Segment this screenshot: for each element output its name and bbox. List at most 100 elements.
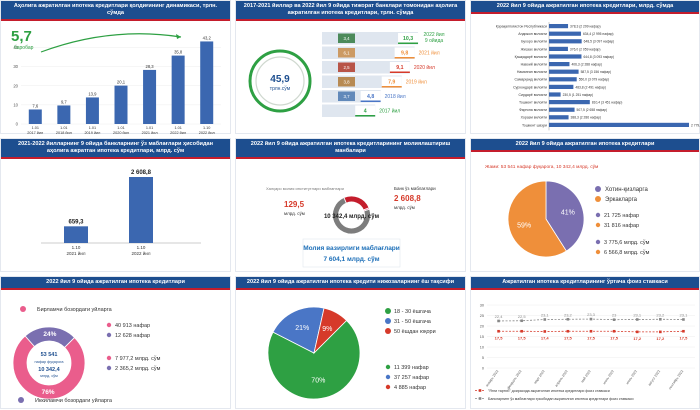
legend-label: Хотин-қизларга — [605, 187, 648, 193]
chart-age-split: 70% 21% 9% 18 - 30 ёшгача 31 - 50 ёшгача 50 ё… — [267, 306, 436, 400]
series-marker — [612, 318, 616, 321]
secondary-marker — [18, 397, 24, 403]
panel-title: 2022 йил 9 ойида ажратилган ипотека кред… — [236, 139, 465, 157]
bar-value-label: 43,2 — [203, 35, 212, 40]
bar-value-label: 2 608,8 — [131, 170, 152, 176]
data-label: 22,5 — [518, 314, 527, 319]
market-slice — [24, 326, 76, 349]
legend-marker — [478, 389, 482, 392]
panel-title: 2022 йил 9 ойида ажратилган ипотека кред… — [471, 139, 699, 150]
series-marker — [566, 317, 570, 321]
bar-value-label: 13,9 — [88, 91, 97, 96]
data-label: 17,5 — [680, 335, 689, 340]
bar-value-label: 376,0 (2 059 нафар) — [570, 47, 601, 51]
bar — [549, 54, 582, 59]
region-label: Қашқадарё вилояти — [515, 55, 547, 59]
step-value: 9,8 — [401, 51, 408, 57]
value-underline — [360, 100, 381, 102]
y-tick-label: 20 — [13, 83, 18, 88]
region-label: Наманган вилояти — [517, 70, 547, 74]
inner-box — [338, 62, 355, 72]
y-tick-label: 30 — [480, 304, 484, 308]
bar — [549, 39, 582, 44]
x-tick-label: 1.10 — [203, 126, 210, 130]
legend-marker — [385, 318, 391, 324]
bar-value-label: 587,5 (3 156 нафар) — [581, 70, 612, 74]
legend-label: 50 ёшдан юқори — [394, 329, 436, 335]
series-marker — [612, 329, 616, 333]
year-label: 2018 йил — [385, 93, 406, 100]
y-tick-label: 15 — [480, 335, 484, 339]
y-tick-label: 10 — [480, 346, 484, 350]
stat-marker — [106, 322, 112, 328]
x-tick-label: 2022 йил — [170, 131, 186, 135]
x-tick-label: 2022 йил — [132, 250, 151, 256]
panel-interest-rates: Ажратилган ипотека кредитларининг ўртача… — [470, 276, 700, 409]
series-marker — [497, 329, 500, 333]
data-label: 17,5 — [564, 335, 573, 340]
bar-value-label: 28,3 — [145, 64, 154, 69]
panel-regional-credits: 2022 йил 9 ойида ажратилган ипотека кред… — [470, 0, 700, 134]
funding-slice — [343, 195, 370, 211]
inner-box — [338, 91, 355, 101]
region-label: Қорақалпоғистон Республикаси — [496, 25, 547, 29]
age-slice — [313, 307, 348, 355]
data-label: 17,2 — [633, 336, 642, 341]
value-box — [355, 105, 376, 116]
secondary-market-label: Иккиламчи бозордаги уйларга — [35, 397, 113, 404]
slice-label: 59% — [517, 222, 531, 229]
chart-interest-rates: 0 5 10 15 20 25 30 17,5 17,5 17,4 17,5 17,5 17,5 17,2… — [475, 304, 695, 401]
x-tick-label: январь 2022 — [485, 369, 500, 387]
stat-marker — [385, 384, 391, 390]
stat-marker — [595, 239, 601, 245]
bar-value-label: 406,3 (2 288 нафар) — [571, 63, 602, 67]
legend-marker — [385, 308, 391, 314]
y-tick-label: 40 — [13, 45, 18, 50]
legend-label: 31 - 50 ёшгача — [394, 319, 432, 325]
bar-value-label: 507,5 (2 658 нафар) — [577, 108, 608, 112]
inner-value: 3,7 — [343, 94, 350, 99]
value-underline — [355, 115, 376, 117]
panel-bank-own-funds: 2021-2022 йилларнинг 9 ойида банкларнинг… — [0, 138, 231, 272]
year-label: 2020 йил — [414, 64, 435, 71]
year-label: 2022 йил — [424, 31, 445, 38]
data-label: 23,1 — [541, 312, 550, 317]
year-label: 2021 йил — [419, 50, 440, 57]
bar-value-label: 550,0 (3 079 нафар) — [579, 78, 610, 82]
x-tick-label: 1.01 — [146, 126, 153, 130]
value-underline — [398, 42, 419, 44]
year-label: 2017 йил — [379, 108, 400, 115]
series-marker — [589, 329, 593, 333]
stat-marker — [106, 355, 112, 361]
slice-label: 21% — [295, 325, 309, 332]
bar — [114, 85, 128, 124]
step-value: 4 — [364, 109, 367, 115]
inner-value: 2,5 — [343, 65, 350, 70]
data-label: 23,2 — [564, 312, 573, 317]
bar-value-label: 644,8 (3 093 нафар) — [583, 55, 614, 59]
panel-title: 2017-2021 йиллар ва 2022 йил 9 ойида тиж… — [236, 1, 465, 19]
bar — [549, 31, 581, 36]
intl-funds-label: Халқаро молия институтлари маблағлари — [266, 186, 344, 191]
panel-funding-sources: 2022 йил 9 ойида ажратилган ипотека кред… — [235, 138, 466, 272]
bar-value-label: 2 779,8 (10 691 нафар) — [691, 123, 700, 127]
value-underline — [394, 57, 415, 59]
x-tick-label: 2021 йил — [142, 131, 158, 135]
slice-label: 70% — [311, 377, 325, 384]
bar — [549, 77, 577, 82]
center-count: 53 541 — [41, 352, 58, 358]
bar — [143, 69, 157, 124]
y-tick-label: 5 — [482, 356, 484, 360]
bank-funds-value: 2 608,8 — [394, 194, 421, 203]
bar — [549, 62, 570, 67]
stat-marker — [106, 332, 112, 338]
region-label: Бухоро вилояти — [521, 40, 547, 44]
donut-group — [12, 326, 86, 400]
bank-funds-unit: млрд. сўм — [394, 204, 415, 210]
data-label: 17,5 — [518, 335, 527, 340]
x-tick-label: 2018 йил — [56, 131, 72, 135]
x-tick-label: 1.01 — [174, 126, 181, 130]
inner-value: 3,8 — [343, 80, 350, 85]
data-label: 22,4 — [495, 314, 504, 319]
